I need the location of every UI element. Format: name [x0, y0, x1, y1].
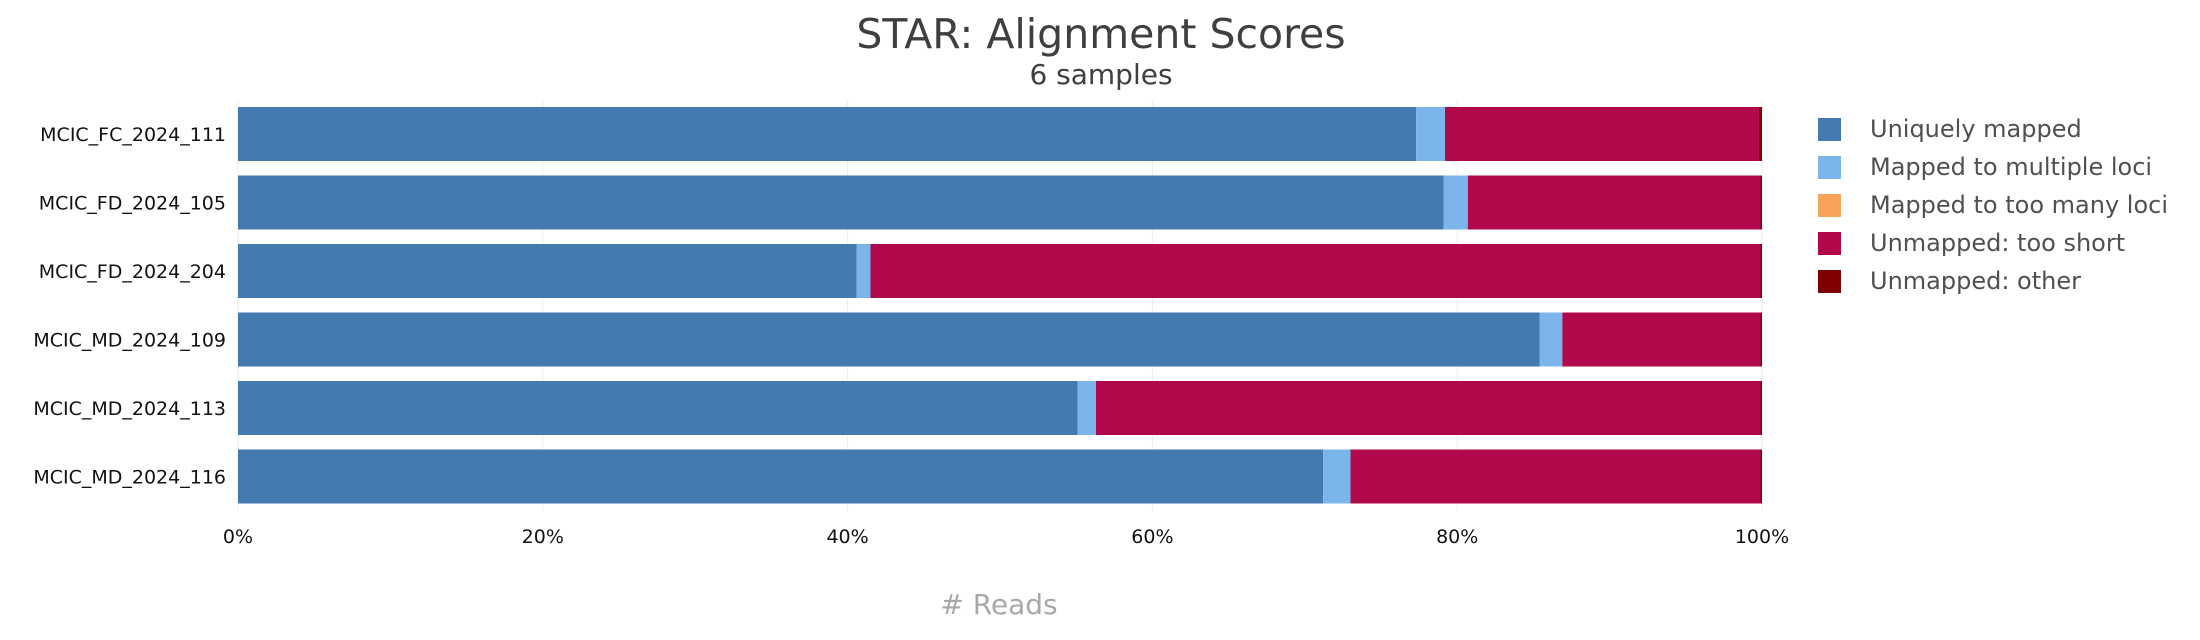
bar-segment — [238, 244, 857, 298]
x-axis-title: # Reads — [940, 588, 1057, 621]
legend-label: Unmapped: too short — [1870, 229, 2125, 257]
category-label: MCIC_FD_2024_204 — [39, 261, 226, 283]
legend-label: Unmapped: other — [1870, 267, 2081, 295]
bar-segment — [1077, 381, 1097, 435]
legend-swatch — [1818, 194, 1841, 217]
legend-item[interactable]: Unmapped: too short — [1818, 229, 2125, 257]
bar-segment — [1539, 312, 1563, 367]
x-tick-label: 0% — [223, 526, 253, 548]
bar-segment — [1323, 449, 1351, 504]
bar-segment — [870, 244, 1761, 298]
legend-item[interactable]: Mapped to multiple loci — [1818, 153, 2152, 181]
bar-segment — [1760, 175, 1762, 230]
legend-swatch — [1818, 270, 1841, 293]
legend-label: Mapped to too many loci — [1870, 191, 2168, 219]
legend-item[interactable]: Uniquely mapped — [1818, 115, 2082, 143]
category-labels: MCIC_FC_2024_111 MCIC_FD_2024_105 MCIC_FD_… — [33, 124, 226, 489]
bar-segment — [1562, 312, 1761, 367]
x-tick-label: 20% — [522, 526, 564, 548]
category-label: MCIC_FD_2024_105 — [39, 193, 226, 215]
bar-segment — [1760, 381, 1762, 435]
bar-segment — [238, 449, 1324, 504]
category-label: MCIC_FC_2024_111 — [40, 124, 226, 146]
legend-label: Uniquely mapped — [1870, 115, 2082, 143]
grid-lines — [237, 100, 1763, 511]
chart-title: STAR: Alignment Scores — [856, 10, 1345, 58]
legend-item[interactable]: Mapped to too many loci — [1818, 191, 2168, 219]
legend[interactable]: Uniquely mapped Mapped to multiple loci Ma… — [1818, 115, 2168, 295]
x-tick-label: 40% — [826, 526, 868, 548]
bar-segment — [1760, 244, 1762, 298]
bar-segment — [1760, 312, 1762, 367]
x-tick-label: 100% — [1735, 526, 1789, 548]
bar-segment — [1467, 175, 1761, 230]
bar-segment — [238, 381, 1078, 435]
bar-segment — [238, 107, 1417, 161]
bar-segment — [1416, 107, 1446, 161]
bar-segment — [856, 244, 871, 298]
bar-segment — [1758, 107, 1762, 161]
legend-item[interactable]: Unmapped: other — [1818, 267, 2081, 295]
bar-segment — [238, 312, 1540, 367]
x-tick-labels: 0% 20% 40% 60% 80% 100% — [223, 526, 1789, 548]
x-tick-label: 80% — [1436, 526, 1478, 548]
legend-swatch — [1818, 118, 1841, 141]
bar-segment — [238, 175, 1444, 230]
category-label: MCIC_MD_2024_116 — [33, 467, 226, 489]
bar-segment — [1760, 449, 1762, 504]
bar-segment — [1350, 449, 1761, 504]
legend-label: Mapped to multiple loci — [1870, 153, 2152, 181]
x-tick-label: 60% — [1131, 526, 1173, 548]
bar-segments — [238, 107, 1762, 504]
category-label: MCIC_MD_2024_113 — [33, 398, 226, 420]
bar-segment — [1445, 107, 1759, 161]
bar-segment — [1096, 381, 1761, 435]
chart-subtitle: 6 samples — [1029, 58, 1172, 91]
bar-segment — [1443, 175, 1468, 230]
category-label: MCIC_MD_2024_109 — [33, 330, 226, 352]
legend-swatch — [1818, 156, 1841, 179]
legend-swatch — [1818, 232, 1841, 255]
